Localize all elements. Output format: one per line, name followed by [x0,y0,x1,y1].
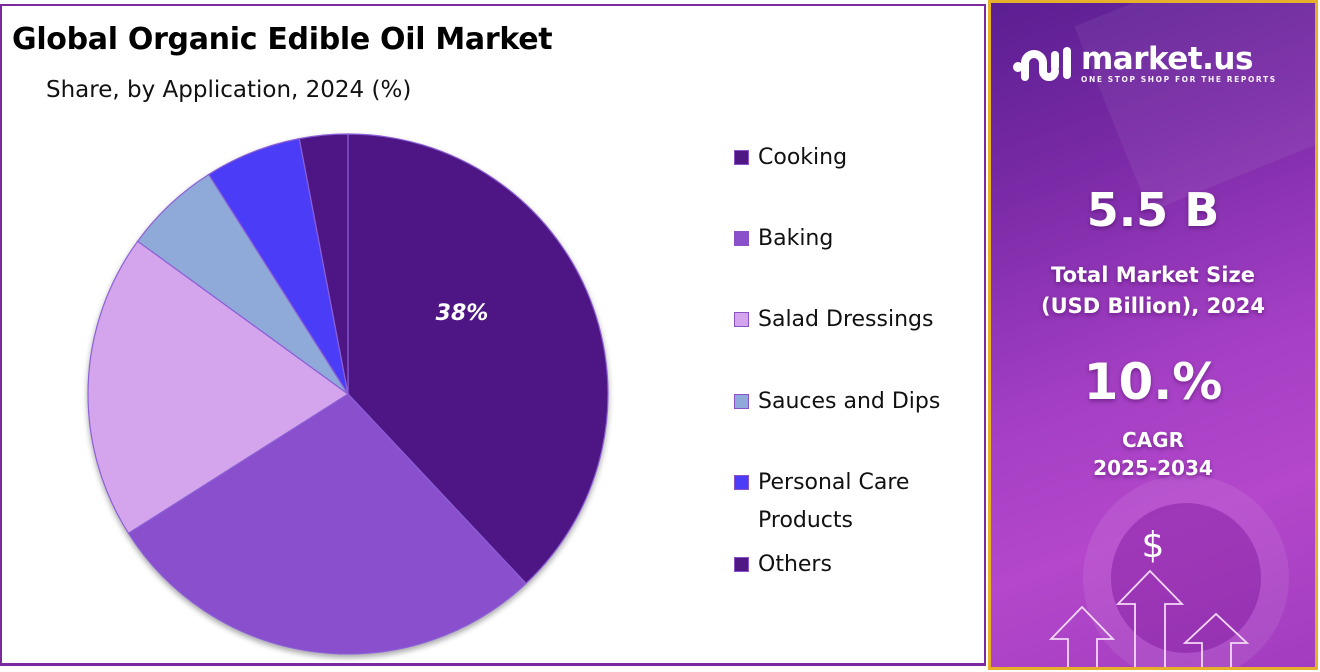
brand-tagline: ONE STOP SHOP FOR THE REPORTS [1081,74,1277,84]
summary-sidebar: market.us ONE STOP SHOP FOR THE REPORTS … [988,0,1318,670]
legend-label: Baking [758,226,834,251]
legend-item-baking[interactable]: Baking [734,220,974,258]
legend-item-cooking[interactable]: Cooking [734,139,974,177]
legend-label-line2: Products [758,508,853,533]
legend-item-personal-care-products[interactable]: Personal Care Products [734,464,974,540]
legend-item-others[interactable]: Others [734,546,974,584]
pie-slice-salad-dressings[interactable] [87,240,350,535]
pie-slice-baking[interactable] [127,393,527,655]
market-size-label-line1: Total Market Size [1051,263,1255,287]
cooking-share-label: 38% [436,301,489,326]
legend-swatch-salad-dressings [734,312,749,327]
pie-chart: 38% [87,133,609,655]
chart-panel: Global Organic Edible Oil Market Share, … [0,4,986,666]
pie-slice-cooking[interactable] [347,133,609,585]
pie-slice-others[interactable] [298,133,349,395]
market-size-value: 5.5 B [1086,183,1220,237]
legend-item-salad-dressings[interactable]: Salad Dressings [734,301,974,339]
legend-label-line1: Personal Care [758,470,910,495]
cagr-label: CAGR [1122,428,1184,452]
legend-swatch-personal-care-products [734,475,749,490]
legend-label: Others [758,552,832,577]
legend-swatch-cooking [734,150,749,165]
growth-arrows-icon: $ [1048,525,1250,667]
brand-logo[interactable]: market.us ONE STOP SHOP FOR THE REPORTS [1011,41,1277,85]
brand-name: market.us [1081,40,1253,77]
legend-label: Personal Care Products [758,464,909,540]
pie-slices [87,133,609,655]
legend-label: Cooking [758,145,848,170]
legend-swatch-baking [734,231,749,246]
legend-swatch-sauces-and-dips [734,394,749,409]
dollar-icon: $ [1142,525,1165,566]
cagr-period: 2025-2034 [1093,456,1213,480]
chart-subtitle: Share, by Application, 2024 (%) [46,77,412,103]
market-us-logo-icon [1013,47,1071,81]
legend-item-sauces-and-dips[interactable]: Sauces and Dips [734,383,974,421]
legend-label: Salad Dressings [758,307,934,332]
chart-title: Global Organic Edible Oil Market [12,22,553,57]
legend-swatch-others [734,557,749,572]
legend-label: Sauces and Dips [758,389,941,414]
cagr-value: 10.% [1083,353,1223,411]
market-size-label-line2: (USD Billion), 2024 [1040,294,1266,318]
